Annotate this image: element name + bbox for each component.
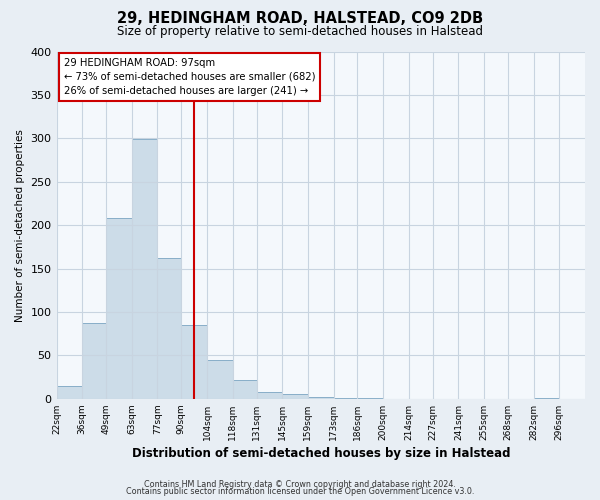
Bar: [308, 397, 334, 399]
X-axis label: Distribution of semi-detached houses by size in Halstead: Distribution of semi-detached houses by …: [131, 447, 510, 460]
Text: Size of property relative to semi-detached houses in Halstead: Size of property relative to semi-detach…: [117, 24, 483, 38]
Bar: [233, 380, 257, 399]
Bar: [282, 394, 308, 399]
Bar: [533, 398, 559, 399]
Bar: [132, 139, 157, 399]
Bar: [257, 392, 282, 399]
Bar: [56, 386, 82, 399]
Text: 29 HEDINGHAM ROAD: 97sqm
← 73% of semi-detached houses are smaller (682)
26% of : 29 HEDINGHAM ROAD: 97sqm ← 73% of semi-d…: [64, 58, 316, 96]
Bar: [82, 324, 106, 399]
Bar: [157, 258, 181, 399]
Bar: [106, 218, 132, 399]
Bar: [207, 360, 233, 399]
Y-axis label: Number of semi-detached properties: Number of semi-detached properties: [15, 128, 25, 322]
Bar: [358, 398, 383, 399]
Bar: [334, 398, 358, 399]
Text: Contains HM Land Registry data © Crown copyright and database right 2024.: Contains HM Land Registry data © Crown c…: [144, 480, 456, 489]
Bar: [181, 325, 207, 399]
Text: Contains public sector information licensed under the Open Government Licence v3: Contains public sector information licen…: [126, 488, 474, 496]
Text: 29, HEDINGHAM ROAD, HALSTEAD, CO9 2DB: 29, HEDINGHAM ROAD, HALSTEAD, CO9 2DB: [117, 11, 483, 26]
